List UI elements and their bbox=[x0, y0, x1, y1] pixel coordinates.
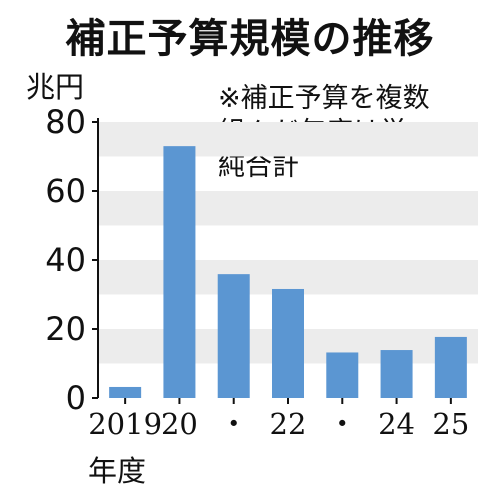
bar-23 bbox=[326, 352, 359, 398]
x-tick-label: 22 bbox=[270, 407, 307, 441]
bar-20 bbox=[163, 146, 196, 398]
bar-2019 bbox=[109, 386, 142, 398]
y-axis bbox=[92, 118, 452, 404]
bar-25 bbox=[434, 336, 467, 398]
bar-24 bbox=[380, 350, 413, 398]
x-tick-label: ・ bbox=[328, 407, 357, 441]
grid-band bbox=[98, 191, 478, 226]
grid-bands bbox=[98, 122, 478, 364]
x-tick-label: 25 bbox=[432, 407, 469, 441]
y-tick-label: 80 bbox=[45, 103, 86, 141]
y-tick-label: 0 bbox=[66, 379, 86, 417]
x-tick-label: 24 bbox=[378, 407, 415, 441]
y-tick-label: 60 bbox=[45, 172, 86, 210]
bars-group bbox=[109, 146, 467, 398]
y-tick-labels: 0 20 40 60 80 bbox=[45, 103, 86, 417]
x-tick-label: ・ bbox=[219, 407, 248, 441]
y-axis-unit-label: 兆円 bbox=[26, 70, 85, 104]
grid-band bbox=[98, 122, 478, 157]
x-tick-label: 2019 bbox=[88, 407, 162, 441]
bar-22 bbox=[272, 288, 304, 398]
y-tick-label: 20 bbox=[45, 310, 86, 348]
x-tick-label: 20 bbox=[161, 407, 198, 441]
chart-title: 補正予算規模の推移 bbox=[65, 16, 435, 62]
bar-21 bbox=[217, 274, 250, 398]
x-axis-label: 年度 bbox=[88, 454, 147, 488]
grid-band bbox=[98, 260, 478, 295]
y-tick-label: 40 bbox=[45, 241, 86, 279]
